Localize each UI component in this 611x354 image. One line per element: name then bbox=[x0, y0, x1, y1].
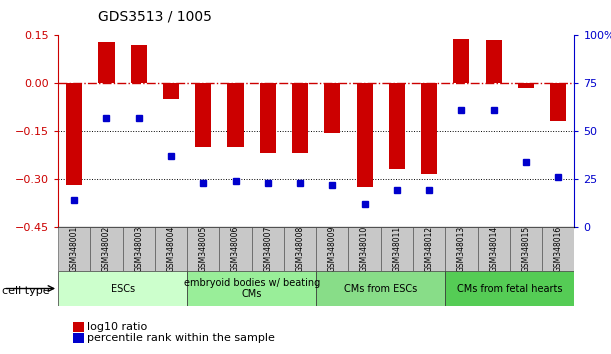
Bar bbox=[324, 83, 340, 133]
Bar bbox=[316, 227, 348, 271]
Bar bbox=[98, 42, 114, 83]
Bar bbox=[486, 40, 502, 83]
Bar bbox=[510, 227, 542, 271]
Bar bbox=[58, 271, 187, 306]
Bar bbox=[195, 83, 211, 147]
Bar bbox=[348, 227, 381, 271]
Bar bbox=[316, 271, 445, 306]
Bar bbox=[413, 227, 445, 271]
Bar bbox=[252, 227, 284, 271]
Text: GDS3513 / 1005: GDS3513 / 1005 bbox=[98, 9, 211, 23]
Text: GSM348010: GSM348010 bbox=[360, 225, 369, 272]
Text: GSM348014: GSM348014 bbox=[489, 225, 498, 272]
Bar bbox=[163, 83, 179, 99]
Bar bbox=[292, 83, 308, 153]
Bar bbox=[187, 227, 219, 271]
Text: GSM348002: GSM348002 bbox=[102, 225, 111, 272]
Text: GSM348015: GSM348015 bbox=[521, 225, 530, 272]
Text: cell type: cell type bbox=[2, 286, 49, 296]
Text: GSM348006: GSM348006 bbox=[231, 225, 240, 272]
Bar bbox=[219, 227, 252, 271]
Text: GSM348013: GSM348013 bbox=[457, 225, 466, 272]
Bar bbox=[123, 227, 155, 271]
Bar bbox=[389, 83, 405, 169]
Text: embryoid bodies w/ beating
CMs: embryoid bodies w/ beating CMs bbox=[183, 278, 320, 299]
Text: GSM348003: GSM348003 bbox=[134, 225, 143, 272]
Text: GSM348007: GSM348007 bbox=[263, 225, 273, 272]
Text: GSM348005: GSM348005 bbox=[199, 225, 208, 272]
Bar bbox=[227, 83, 244, 147]
Bar bbox=[445, 271, 574, 306]
Bar bbox=[58, 227, 90, 271]
Bar bbox=[421, 83, 437, 174]
Bar bbox=[453, 39, 469, 83]
Text: GSM348011: GSM348011 bbox=[392, 225, 401, 272]
Bar bbox=[518, 83, 534, 88]
Text: log10 ratio: log10 ratio bbox=[87, 322, 147, 332]
Bar bbox=[381, 227, 413, 271]
Text: GSM348001: GSM348001 bbox=[70, 225, 79, 272]
Bar bbox=[542, 227, 574, 271]
Bar bbox=[131, 45, 147, 83]
Text: GSM348008: GSM348008 bbox=[296, 225, 304, 272]
Text: percentile rank within the sample: percentile rank within the sample bbox=[87, 333, 274, 343]
Bar bbox=[550, 83, 566, 121]
Text: GSM348012: GSM348012 bbox=[425, 225, 434, 272]
Bar bbox=[478, 227, 510, 271]
Text: GSM348009: GSM348009 bbox=[328, 225, 337, 272]
Text: CMs from fetal hearts: CMs from fetal hearts bbox=[457, 284, 563, 293]
Bar bbox=[445, 227, 478, 271]
Text: CMs from ESCs: CMs from ESCs bbox=[344, 284, 417, 293]
Bar bbox=[90, 227, 123, 271]
Bar bbox=[357, 83, 373, 187]
Bar bbox=[260, 83, 276, 153]
Bar bbox=[284, 227, 316, 271]
Text: ESCs: ESCs bbox=[111, 284, 134, 293]
Bar bbox=[66, 83, 82, 185]
Text: GSM348004: GSM348004 bbox=[166, 225, 175, 272]
Text: GSM348016: GSM348016 bbox=[554, 225, 563, 272]
Bar bbox=[155, 227, 187, 271]
Bar bbox=[187, 271, 316, 306]
